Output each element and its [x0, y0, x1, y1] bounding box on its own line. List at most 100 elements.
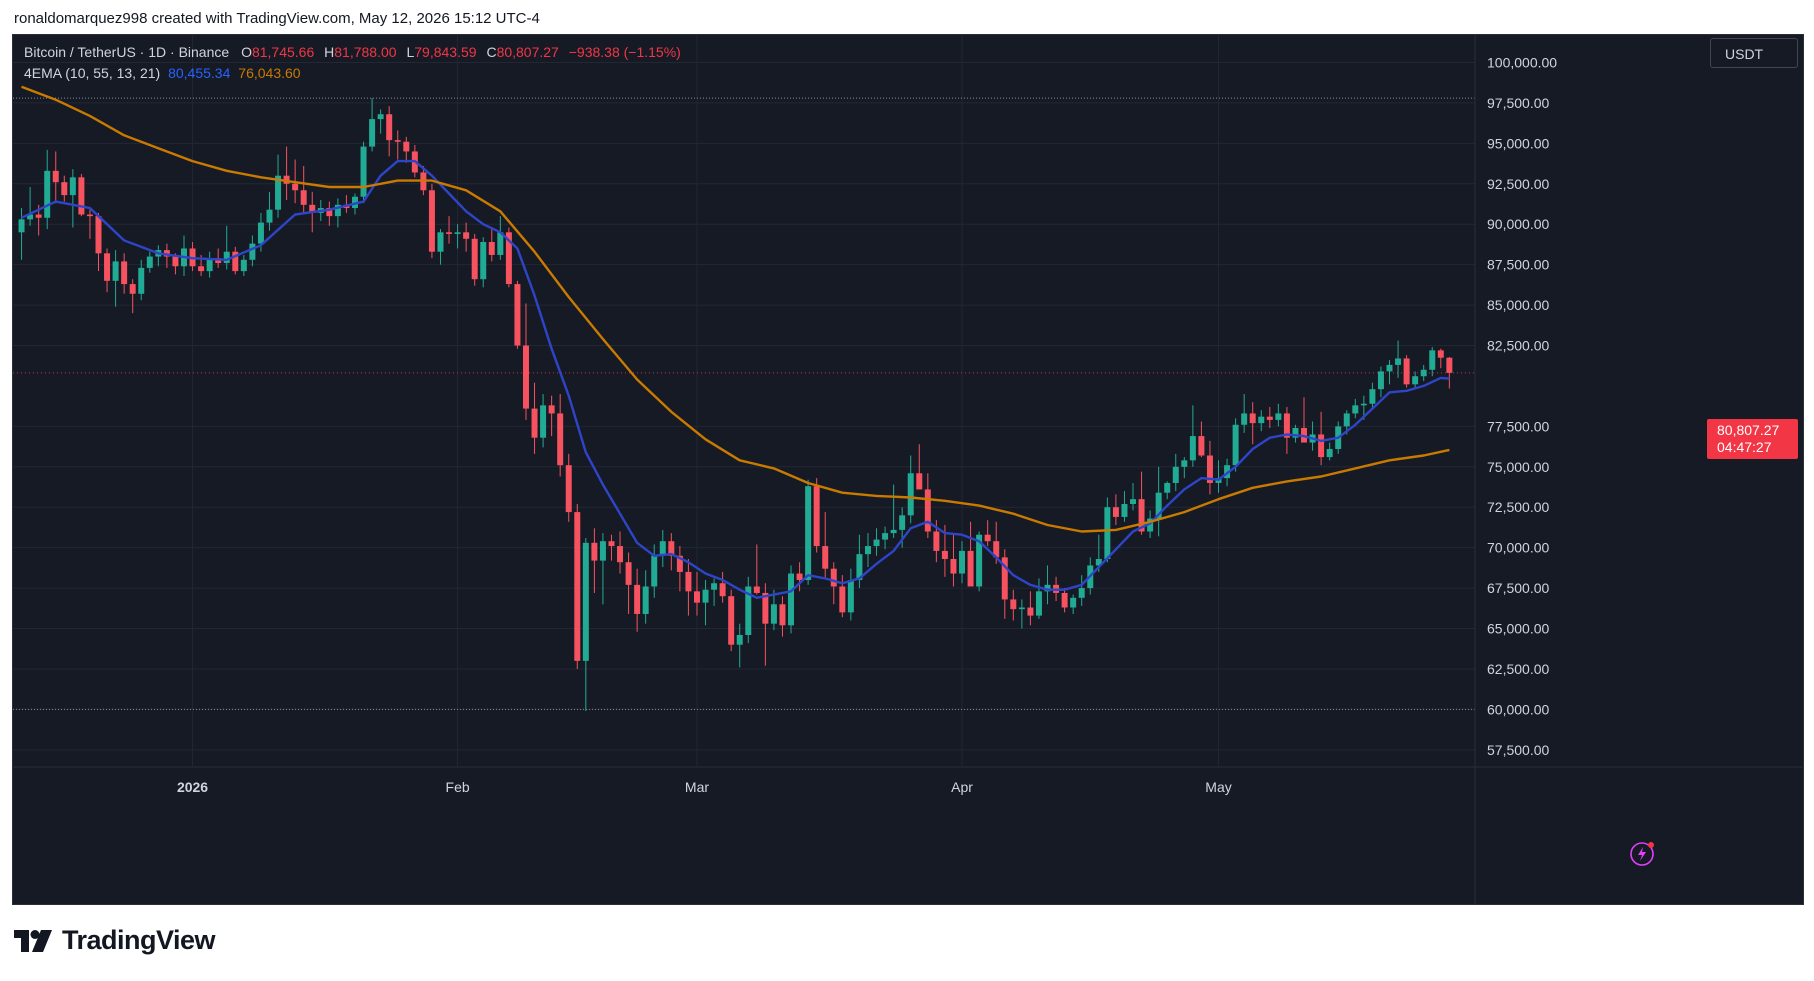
candle-body	[1001, 557, 1008, 600]
candle-body	[369, 119, 376, 147]
candle-body	[839, 586, 846, 613]
candle-body	[78, 177, 85, 215]
candle-body	[1189, 436, 1196, 461]
candle-body	[617, 546, 624, 563]
candle-body	[599, 541, 606, 561]
candle-body	[1198, 436, 1205, 456]
candle-body	[1266, 416, 1273, 420]
candle-body	[1343, 413, 1350, 427]
candle-body	[454, 232, 461, 234]
candle-body	[240, 259, 247, 272]
candle-body	[18, 219, 25, 233]
candle-body	[522, 345, 529, 409]
candle-body	[1164, 482, 1171, 493]
candle-body	[993, 541, 1000, 558]
y-tick-label: 65,000.00	[1487, 621, 1549, 637]
candle-body	[1095, 558, 1102, 566]
candle-body	[1275, 413, 1282, 420]
candle-body	[856, 554, 863, 581]
candle-body	[1035, 591, 1042, 616]
y-tick-label: 67,500.00	[1487, 580, 1549, 596]
x-tick-label: May	[1205, 779, 1231, 795]
y-tick-label: 95,000.00	[1487, 135, 1549, 151]
symbol-label[interactable]: Bitcoin / TetherUS · 1D · Binance	[24, 44, 230, 60]
candle-body	[1018, 607, 1025, 610]
candle-body	[702, 589, 709, 603]
lightning-icon[interactable]	[1628, 838, 1658, 873]
candle-body	[608, 541, 615, 547]
candle-body	[531, 408, 538, 438]
candle-body	[1403, 358, 1410, 385]
candle-body	[61, 182, 68, 196]
candle-body	[206, 258, 213, 272]
candle-body	[762, 592, 769, 624]
candle-body	[283, 175, 290, 184]
candle-body	[907, 473, 914, 516]
candle-body	[275, 175, 282, 210]
candle-body	[52, 170, 59, 183]
last-price-value: 80,807.27	[1717, 422, 1780, 438]
grid-lines	[13, 35, 1475, 766]
candle-body	[1010, 599, 1017, 610]
candle-body	[266, 209, 273, 223]
y-tick-label: 77,500.00	[1487, 418, 1549, 434]
candle-body	[292, 183, 299, 191]
candle-body	[69, 177, 76, 196]
candle-body	[959, 550, 966, 574]
chart-canvas-wrapper[interactable]: 100,000.00 97,500.00 95,000.00 92,500.00 90,…	[13, 35, 1803, 909]
candle-body	[719, 583, 726, 597]
candle-body	[1147, 518, 1154, 532]
tradingview-logo[interactable]: TradingView	[14, 925, 216, 956]
candle-body	[711, 583, 718, 590]
x-tick-label: Mar	[685, 779, 709, 795]
candle-body	[950, 558, 957, 574]
candle-body	[822, 546, 829, 569]
y-tick-label: 75,000.00	[1487, 459, 1549, 475]
tradingview-wordmark: TradingView	[62, 925, 216, 955]
candle-body	[44, 170, 51, 218]
candle-body	[1360, 403, 1367, 406]
candle-body	[1258, 416, 1265, 424]
candle-body	[813, 486, 820, 547]
bar-countdown: 04:47:27	[1717, 439, 1772, 455]
x-tick-label: Feb	[446, 779, 470, 795]
candle-body	[1369, 389, 1376, 404]
candle-body	[557, 413, 564, 466]
indicator-label[interactable]: 4EMA (10, 55, 13, 21)	[24, 65, 161, 81]
candle-body	[676, 555, 683, 572]
candle-body	[138, 267, 145, 294]
candle-body	[428, 190, 435, 252]
y-tick-label: 100,000.00	[1487, 54, 1557, 70]
candle-body	[35, 214, 42, 218]
candle-body	[1241, 413, 1248, 425]
currency-selector[interactable]: USDT	[1710, 38, 1798, 68]
candle-body	[146, 256, 153, 268]
price-chart[interactable]: 100,000.00 97,500.00 95,000.00 92,500.00 90,…	[13, 35, 1803, 904]
candle-body	[625, 562, 632, 585]
candle-body	[480, 242, 487, 280]
y-tick-label: 82,500.00	[1487, 338, 1549, 354]
candle-body	[497, 232, 504, 255]
high-label: H	[324, 44, 335, 60]
candle-body	[830, 568, 837, 587]
attribution-text: ronaldomarquez998 created with TradingVi…	[14, 10, 540, 27]
chart-frame[interactable]	[12, 34, 1804, 905]
candle-body	[770, 604, 777, 624]
ema-slow-value: 76,043.60	[238, 65, 301, 81]
candle-body	[642, 586, 649, 614]
candle-body	[873, 539, 880, 547]
candle-body	[728, 596, 735, 645]
horizontal-lines	[13, 97, 1475, 710]
candle-body	[505, 232, 512, 285]
candle-body	[916, 473, 923, 490]
candle-body	[582, 542, 589, 661]
candles	[18, 98, 1453, 712]
candle-body	[223, 251, 230, 264]
candle-body	[1155, 492, 1162, 519]
candle-body	[514, 284, 521, 346]
candle-body	[1172, 466, 1179, 483]
candle-body	[129, 284, 136, 294]
candle-body	[95, 216, 102, 254]
y-tick-label: 97,500.00	[1487, 95, 1549, 111]
candle-body	[540, 405, 547, 438]
